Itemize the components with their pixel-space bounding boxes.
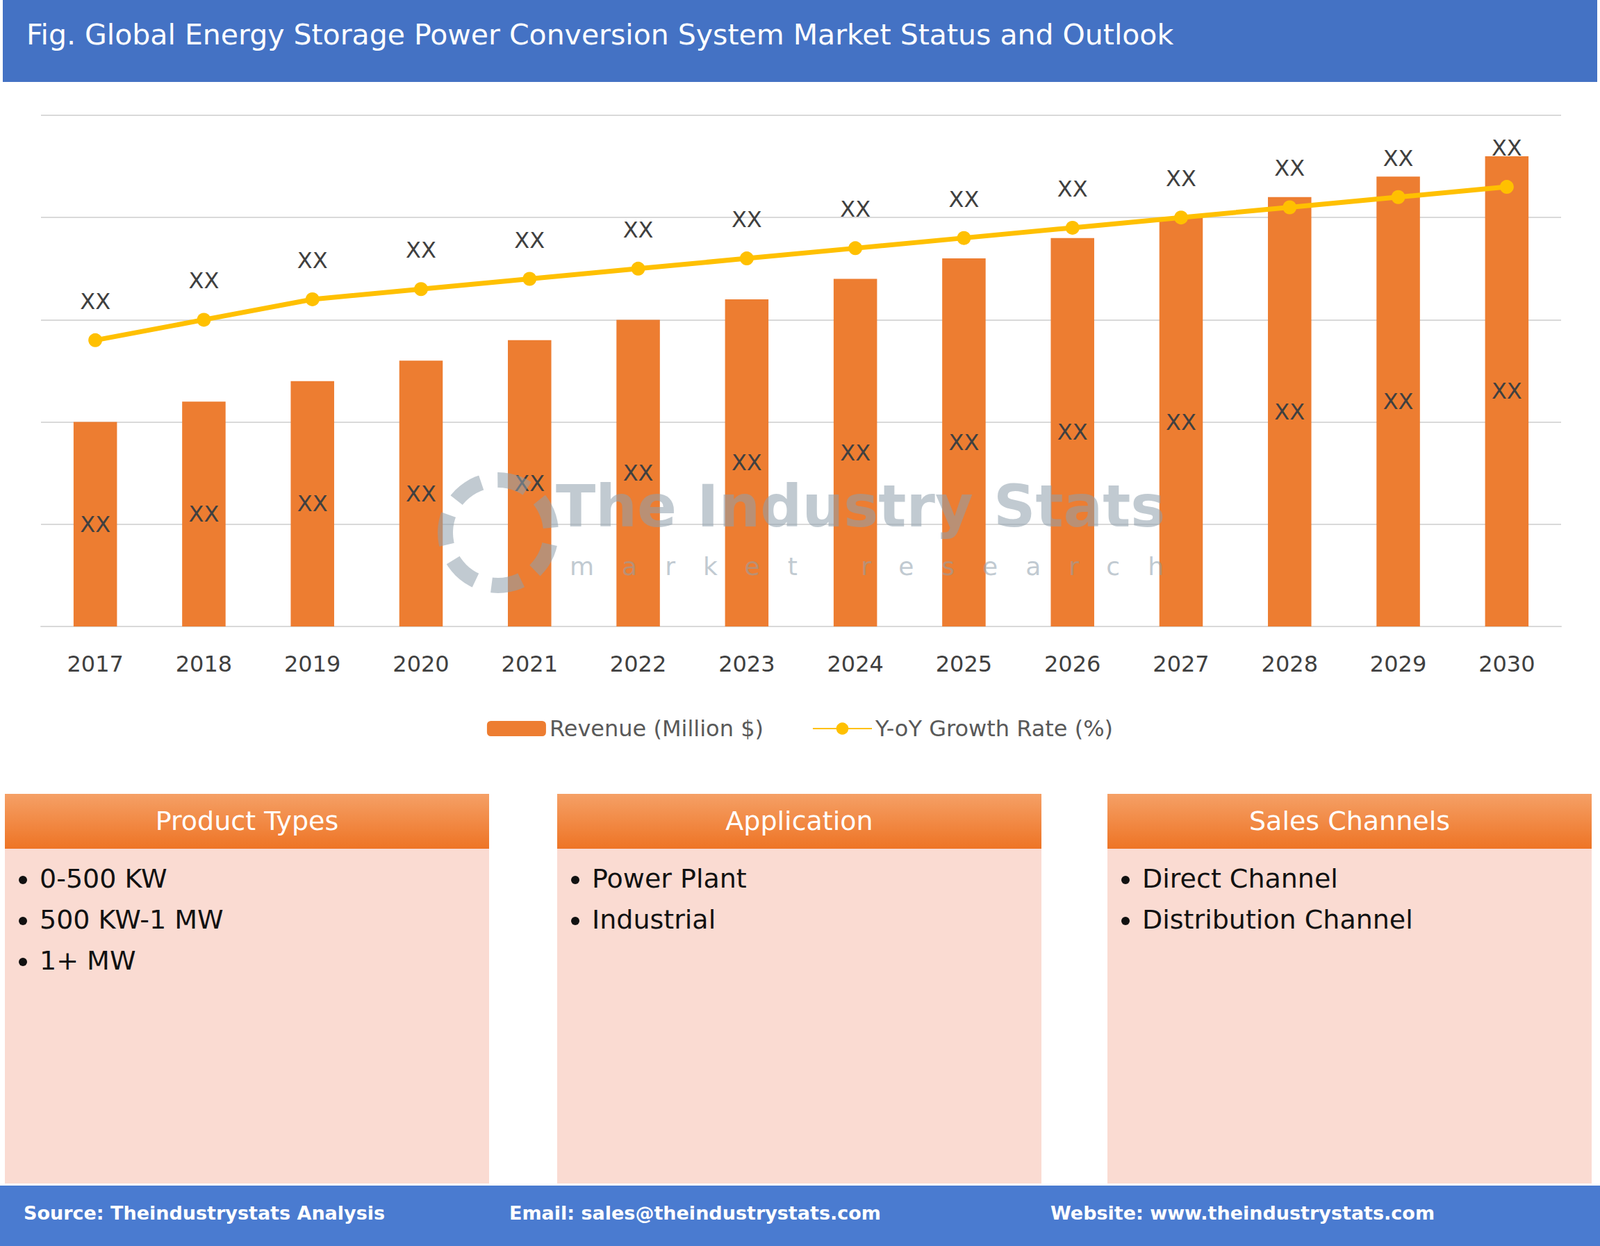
svg-text:XX: XX <box>1383 388 1414 415</box>
svg-text:XX: XX <box>839 195 871 223</box>
svg-text:XX: XX <box>79 288 111 315</box>
svg-text:2024: 2024 <box>826 650 884 678</box>
svg-text:XX: XX <box>1165 409 1197 436</box>
svg-text:XX: XX <box>1057 418 1088 446</box>
svg-text:2029: 2029 <box>1370 650 1427 678</box>
svg-text:2023: 2023 <box>718 650 775 678</box>
svg-text:2022: 2022 <box>609 650 667 678</box>
svg-text:XX: XX <box>731 449 763 476</box>
svg-text:2027: 2027 <box>1152 650 1209 678</box>
svg-text:XX: XX <box>839 439 871 467</box>
svg-text:2021: 2021 <box>501 650 558 678</box>
svg-text:XX: XX <box>514 227 545 254</box>
svg-text:2017: 2017 <box>66 650 123 678</box>
svg-text:XX: XX <box>1057 175 1088 203</box>
svg-text:XX: XX <box>731 206 763 233</box>
svg-text:2030: 2030 <box>1478 650 1535 678</box>
svg-text:XX: XX <box>188 267 220 294</box>
svg-text:XX: XX <box>514 470 545 497</box>
svg-text:XX: XX <box>405 236 437 264</box>
svg-text:Revenue (Million $): Revenue (Million $) <box>549 715 764 742</box>
svg-text:XX: XX <box>623 459 654 487</box>
svg-text:XX: XX <box>188 500 220 528</box>
svg-text:2028: 2028 <box>1261 650 1318 678</box>
svg-text:XX: XX <box>949 429 980 456</box>
svg-text:Y-oY Growth Rate (%): Y-oY Growth Rate (%) <box>874 715 1113 742</box>
svg-text:XX: XX <box>623 216 654 244</box>
svg-text:XX: XX <box>949 186 980 213</box>
svg-text:XX: XX <box>1165 165 1197 192</box>
svg-text:2018: 2018 <box>175 650 233 678</box>
svg-text:XX: XX <box>1274 154 1305 182</box>
svg-text:XX: XX <box>79 511 111 538</box>
svg-text:2019: 2019 <box>284 650 341 678</box>
svg-text:2026: 2026 <box>1044 650 1101 678</box>
svg-text:XX: XX <box>405 480 437 508</box>
svg-text:2025: 2025 <box>935 650 993 678</box>
svg-text:XX: XX <box>1491 134 1523 162</box>
svg-text:XX: XX <box>1491 377 1523 405</box>
svg-text:XX: XX <box>297 490 328 517</box>
svg-text:XX: XX <box>1383 145 1414 172</box>
svg-text:XX: XX <box>297 247 328 274</box>
svg-text:2020: 2020 <box>392 650 449 678</box>
svg-text:XX: XX <box>1274 398 1305 426</box>
